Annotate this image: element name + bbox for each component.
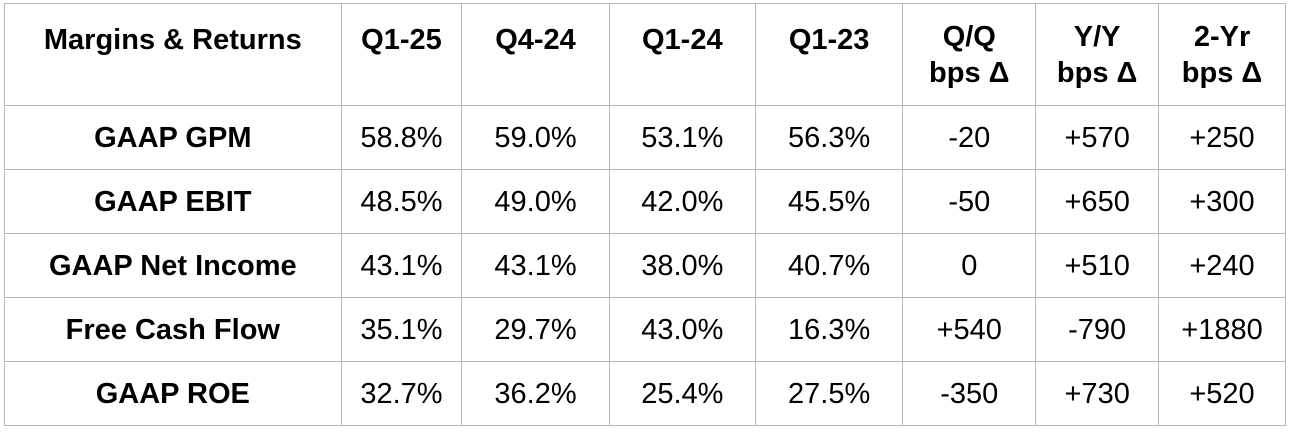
table-cell: 36.2% bbox=[461, 361, 610, 426]
table-cell: -50 bbox=[902, 169, 1037, 234]
table-cell: -20 bbox=[902, 105, 1037, 170]
header-delta-yy-line2: bps Δ bbox=[1056, 56, 1138, 89]
header-delta-qq: Q/Q bps Δ bbox=[902, 3, 1037, 106]
table-cell: 45.5% bbox=[754, 169, 904, 234]
table-cell: 43.1% bbox=[461, 233, 610, 298]
table-cell: +650 bbox=[1035, 169, 1160, 234]
table-cell: 43.1% bbox=[340, 233, 463, 298]
header-period-q1-23: Q1-23 bbox=[754, 3, 904, 106]
table-row: Free Cash Flow 35.1% 29.7% 43.0% 16.3% +… bbox=[4, 297, 1286, 362]
header-period-q1-24: Q1-24 bbox=[608, 3, 756, 106]
table-cell: 0 bbox=[902, 233, 1037, 298]
table-cell: 43.0% bbox=[608, 297, 756, 362]
table-cell: 58.8% bbox=[340, 105, 463, 170]
table-cell: 59.0% bbox=[461, 105, 610, 170]
table-cell: 49.0% bbox=[461, 169, 610, 234]
table-row: GAAP GPM 58.8% 59.0% 53.1% 56.3% -20 +57… bbox=[4, 105, 1286, 170]
table-cell: +540 bbox=[902, 297, 1037, 362]
table-cell: +730 bbox=[1035, 361, 1160, 426]
header-period-q1-25: Q1-25 bbox=[340, 3, 463, 106]
table-cell: 32.7% bbox=[340, 361, 463, 426]
table-cell: 56.3% bbox=[754, 105, 904, 170]
table-row: GAAP Net Income 43.1% 43.1% 38.0% 40.7% … bbox=[4, 233, 1286, 298]
row-label: GAAP GPM bbox=[4, 105, 342, 170]
table-cell: 53.1% bbox=[608, 105, 756, 170]
table-cell: 25.4% bbox=[608, 361, 756, 426]
row-label: GAAP ROE bbox=[4, 361, 342, 426]
row-label: GAAP Net Income bbox=[4, 233, 342, 298]
table-cell: 40.7% bbox=[754, 233, 904, 298]
table-cell: -350 bbox=[902, 361, 1037, 426]
table-cell: +1880 bbox=[1158, 297, 1286, 362]
header-delta-qq-line2: bps Δ bbox=[929, 56, 1010, 89]
table-cell: 16.3% bbox=[754, 297, 904, 362]
row-label: Free Cash Flow bbox=[4, 297, 342, 362]
table-cell: 48.5% bbox=[340, 169, 463, 234]
header-period-q4-24: Q4-24 bbox=[461, 3, 610, 106]
header-delta-2yr-line1: 2-Yr bbox=[1193, 20, 1251, 53]
margins-returns-table: Margins & Returns Q1-25 Q4-24 Q1-24 Q1-2… bbox=[4, 3, 1286, 426]
table-cell: -790 bbox=[1035, 297, 1160, 362]
header-delta-qq-line1: Q/Q bbox=[942, 20, 996, 53]
table-cell: 35.1% bbox=[340, 297, 463, 362]
table-row: GAAP EBIT 48.5% 49.0% 42.0% 45.5% -50 +6… bbox=[4, 169, 1286, 234]
header-delta-2yr: 2-Yr bps Δ bbox=[1158, 3, 1286, 106]
header-corner: Margins & Returns bbox=[4, 3, 342, 106]
table-cell: 38.0% bbox=[608, 233, 756, 298]
table-cell: 42.0% bbox=[608, 169, 756, 234]
table-row: GAAP ROE 32.7% 36.2% 25.4% 27.5% -350 +7… bbox=[4, 361, 1286, 426]
table-cell: +510 bbox=[1035, 233, 1160, 298]
table-cell: +570 bbox=[1035, 105, 1160, 170]
table-cell: 29.7% bbox=[461, 297, 610, 362]
table-cell: +520 bbox=[1158, 361, 1286, 426]
header-row: Margins & Returns Q1-25 Q4-24 Q1-24 Q1-2… bbox=[4, 3, 1286, 106]
header-delta-yy: Y/Y bps Δ bbox=[1035, 3, 1160, 106]
header-delta-2yr-line2: bps Δ bbox=[1181, 56, 1263, 89]
table-cell: +300 bbox=[1158, 169, 1286, 234]
table-cell: 27.5% bbox=[754, 361, 904, 426]
row-label: GAAP EBIT bbox=[4, 169, 342, 234]
table-cell: +250 bbox=[1158, 105, 1286, 170]
table-cell: +240 bbox=[1158, 233, 1286, 298]
header-delta-yy-line1: Y/Y bbox=[1073, 20, 1121, 53]
